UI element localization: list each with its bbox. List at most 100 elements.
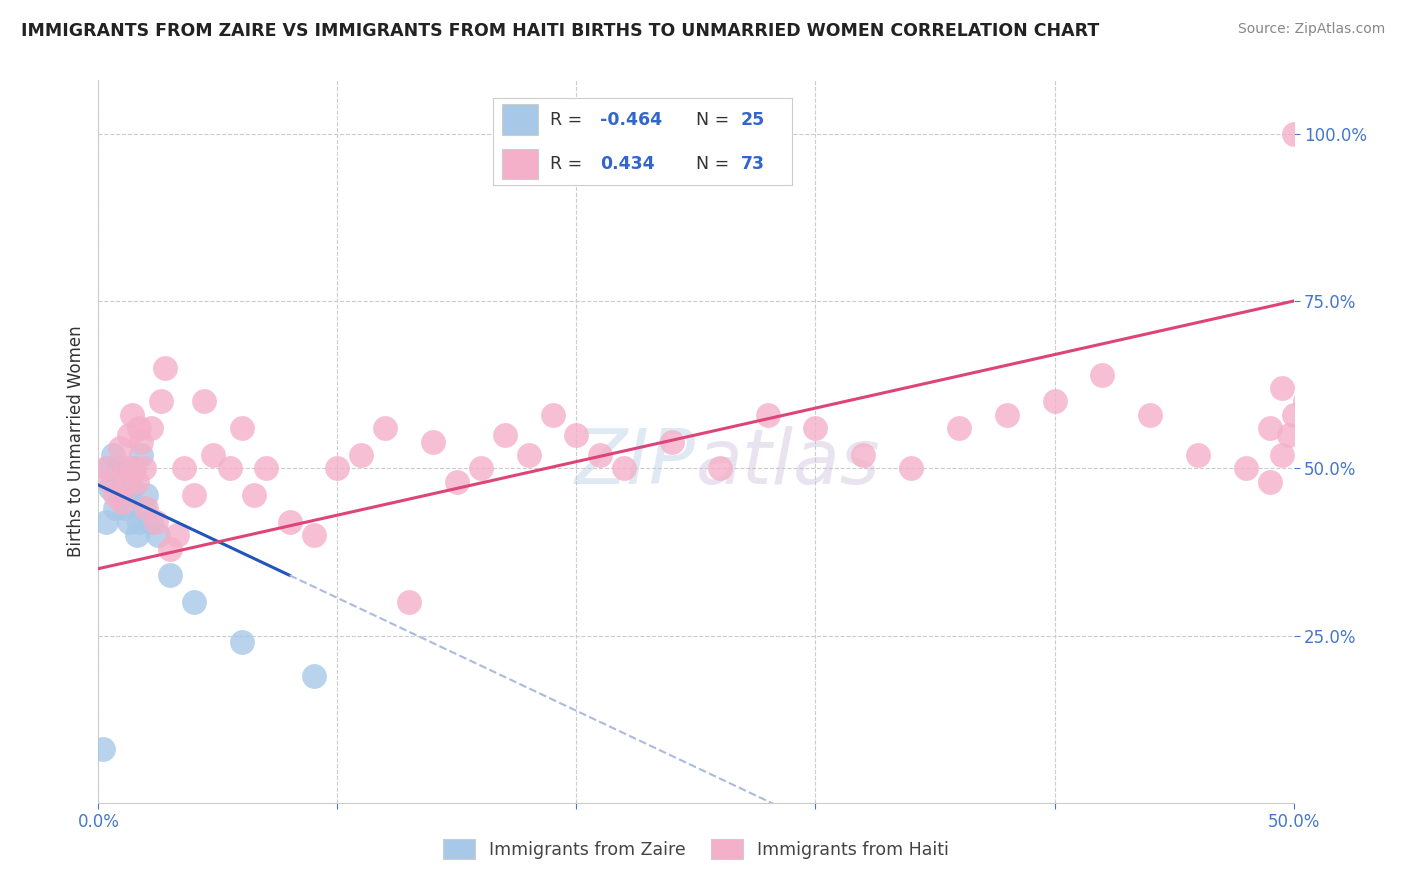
Point bbox=[121, 408, 143, 422]
Point bbox=[108, 488, 131, 502]
Point bbox=[159, 568, 181, 582]
Point bbox=[1139, 408, 1161, 422]
Point bbox=[159, 541, 181, 556]
Point bbox=[118, 427, 141, 442]
Point bbox=[104, 501, 127, 516]
Point bbox=[155, 361, 177, 376]
Point bbox=[852, 448, 875, 462]
Point bbox=[114, 461, 136, 475]
Point bbox=[107, 461, 129, 475]
Point bbox=[374, 421, 396, 435]
Point bbox=[398, 595, 420, 609]
Point bbox=[1187, 448, 1209, 462]
Point bbox=[422, 434, 444, 449]
Point bbox=[132, 501, 155, 516]
Point bbox=[98, 482, 122, 496]
Point bbox=[111, 475, 134, 489]
Point bbox=[1330, 421, 1353, 435]
Point bbox=[166, 528, 188, 542]
Point bbox=[254, 461, 277, 475]
Point bbox=[243, 488, 266, 502]
Point bbox=[202, 448, 225, 462]
Point bbox=[1043, 394, 1066, 409]
Point bbox=[231, 421, 253, 435]
Point bbox=[193, 394, 215, 409]
Text: Source: ZipAtlas.com: Source: ZipAtlas.com bbox=[1237, 22, 1385, 37]
Point bbox=[589, 448, 612, 462]
Point bbox=[139, 421, 162, 435]
Point bbox=[128, 421, 150, 435]
Point bbox=[948, 421, 970, 435]
Point bbox=[1354, 381, 1376, 395]
Point bbox=[114, 501, 136, 516]
Point bbox=[111, 494, 134, 508]
Point bbox=[900, 461, 922, 475]
Point bbox=[139, 515, 162, 529]
Point bbox=[613, 461, 636, 475]
Point bbox=[98, 475, 122, 489]
Point bbox=[1258, 475, 1281, 489]
Point bbox=[97, 461, 120, 475]
Point bbox=[148, 528, 170, 542]
Point bbox=[517, 448, 540, 462]
Legend: Immigrants from Zaire, Immigrants from Haiti: Immigrants from Zaire, Immigrants from H… bbox=[436, 832, 956, 866]
Point bbox=[183, 595, 205, 609]
Point bbox=[149, 394, 172, 409]
Point bbox=[124, 461, 146, 475]
Point bbox=[121, 482, 143, 496]
Point bbox=[115, 475, 138, 489]
Point bbox=[115, 488, 138, 502]
Point bbox=[326, 461, 349, 475]
Point bbox=[219, 461, 242, 475]
Point bbox=[128, 515, 150, 529]
Point bbox=[231, 635, 253, 649]
Point bbox=[91, 742, 114, 756]
Point bbox=[278, 515, 301, 529]
Point bbox=[135, 501, 157, 516]
Point bbox=[1271, 381, 1294, 395]
Point bbox=[1091, 368, 1114, 382]
Point bbox=[173, 461, 195, 475]
Point bbox=[132, 461, 155, 475]
Point bbox=[302, 528, 325, 542]
Point bbox=[135, 488, 157, 502]
Point bbox=[104, 488, 127, 502]
Point bbox=[446, 475, 468, 489]
Point bbox=[350, 448, 373, 462]
Point bbox=[1271, 448, 1294, 462]
Text: atlas: atlas bbox=[696, 426, 880, 500]
Point bbox=[125, 528, 148, 542]
Point bbox=[804, 421, 827, 435]
Point bbox=[145, 515, 167, 529]
Point bbox=[565, 427, 588, 442]
Point bbox=[1306, 408, 1329, 422]
Point bbox=[1282, 127, 1305, 141]
Text: IMMIGRANTS FROM ZAIRE VS IMMIGRANTS FROM HAITI BIRTHS TO UNMARRIED WOMEN CORRELA: IMMIGRANTS FROM ZAIRE VS IMMIGRANTS FROM… bbox=[21, 22, 1099, 40]
Point bbox=[661, 434, 683, 449]
Point bbox=[1378, 341, 1400, 355]
Point bbox=[756, 408, 779, 422]
Point bbox=[94, 461, 117, 475]
Point bbox=[183, 488, 205, 502]
Point bbox=[541, 408, 564, 422]
Point bbox=[1282, 408, 1305, 422]
Point bbox=[1402, 368, 1406, 382]
Point bbox=[131, 448, 153, 462]
Point bbox=[302, 669, 325, 683]
Point bbox=[94, 515, 117, 529]
Point bbox=[124, 461, 146, 475]
Point bbox=[118, 515, 141, 529]
Point bbox=[1295, 394, 1317, 409]
Y-axis label: Births to Unmarried Women: Births to Unmarried Women bbox=[66, 326, 84, 558]
Point bbox=[1278, 427, 1301, 442]
Point bbox=[995, 408, 1018, 422]
Point bbox=[125, 475, 148, 489]
Point bbox=[1234, 461, 1257, 475]
Point bbox=[494, 427, 516, 442]
Point bbox=[101, 448, 124, 462]
Point bbox=[709, 461, 731, 475]
Text: ZIP: ZIP bbox=[575, 426, 696, 500]
Point bbox=[131, 434, 153, 449]
Point bbox=[108, 442, 131, 455]
Point bbox=[470, 461, 492, 475]
